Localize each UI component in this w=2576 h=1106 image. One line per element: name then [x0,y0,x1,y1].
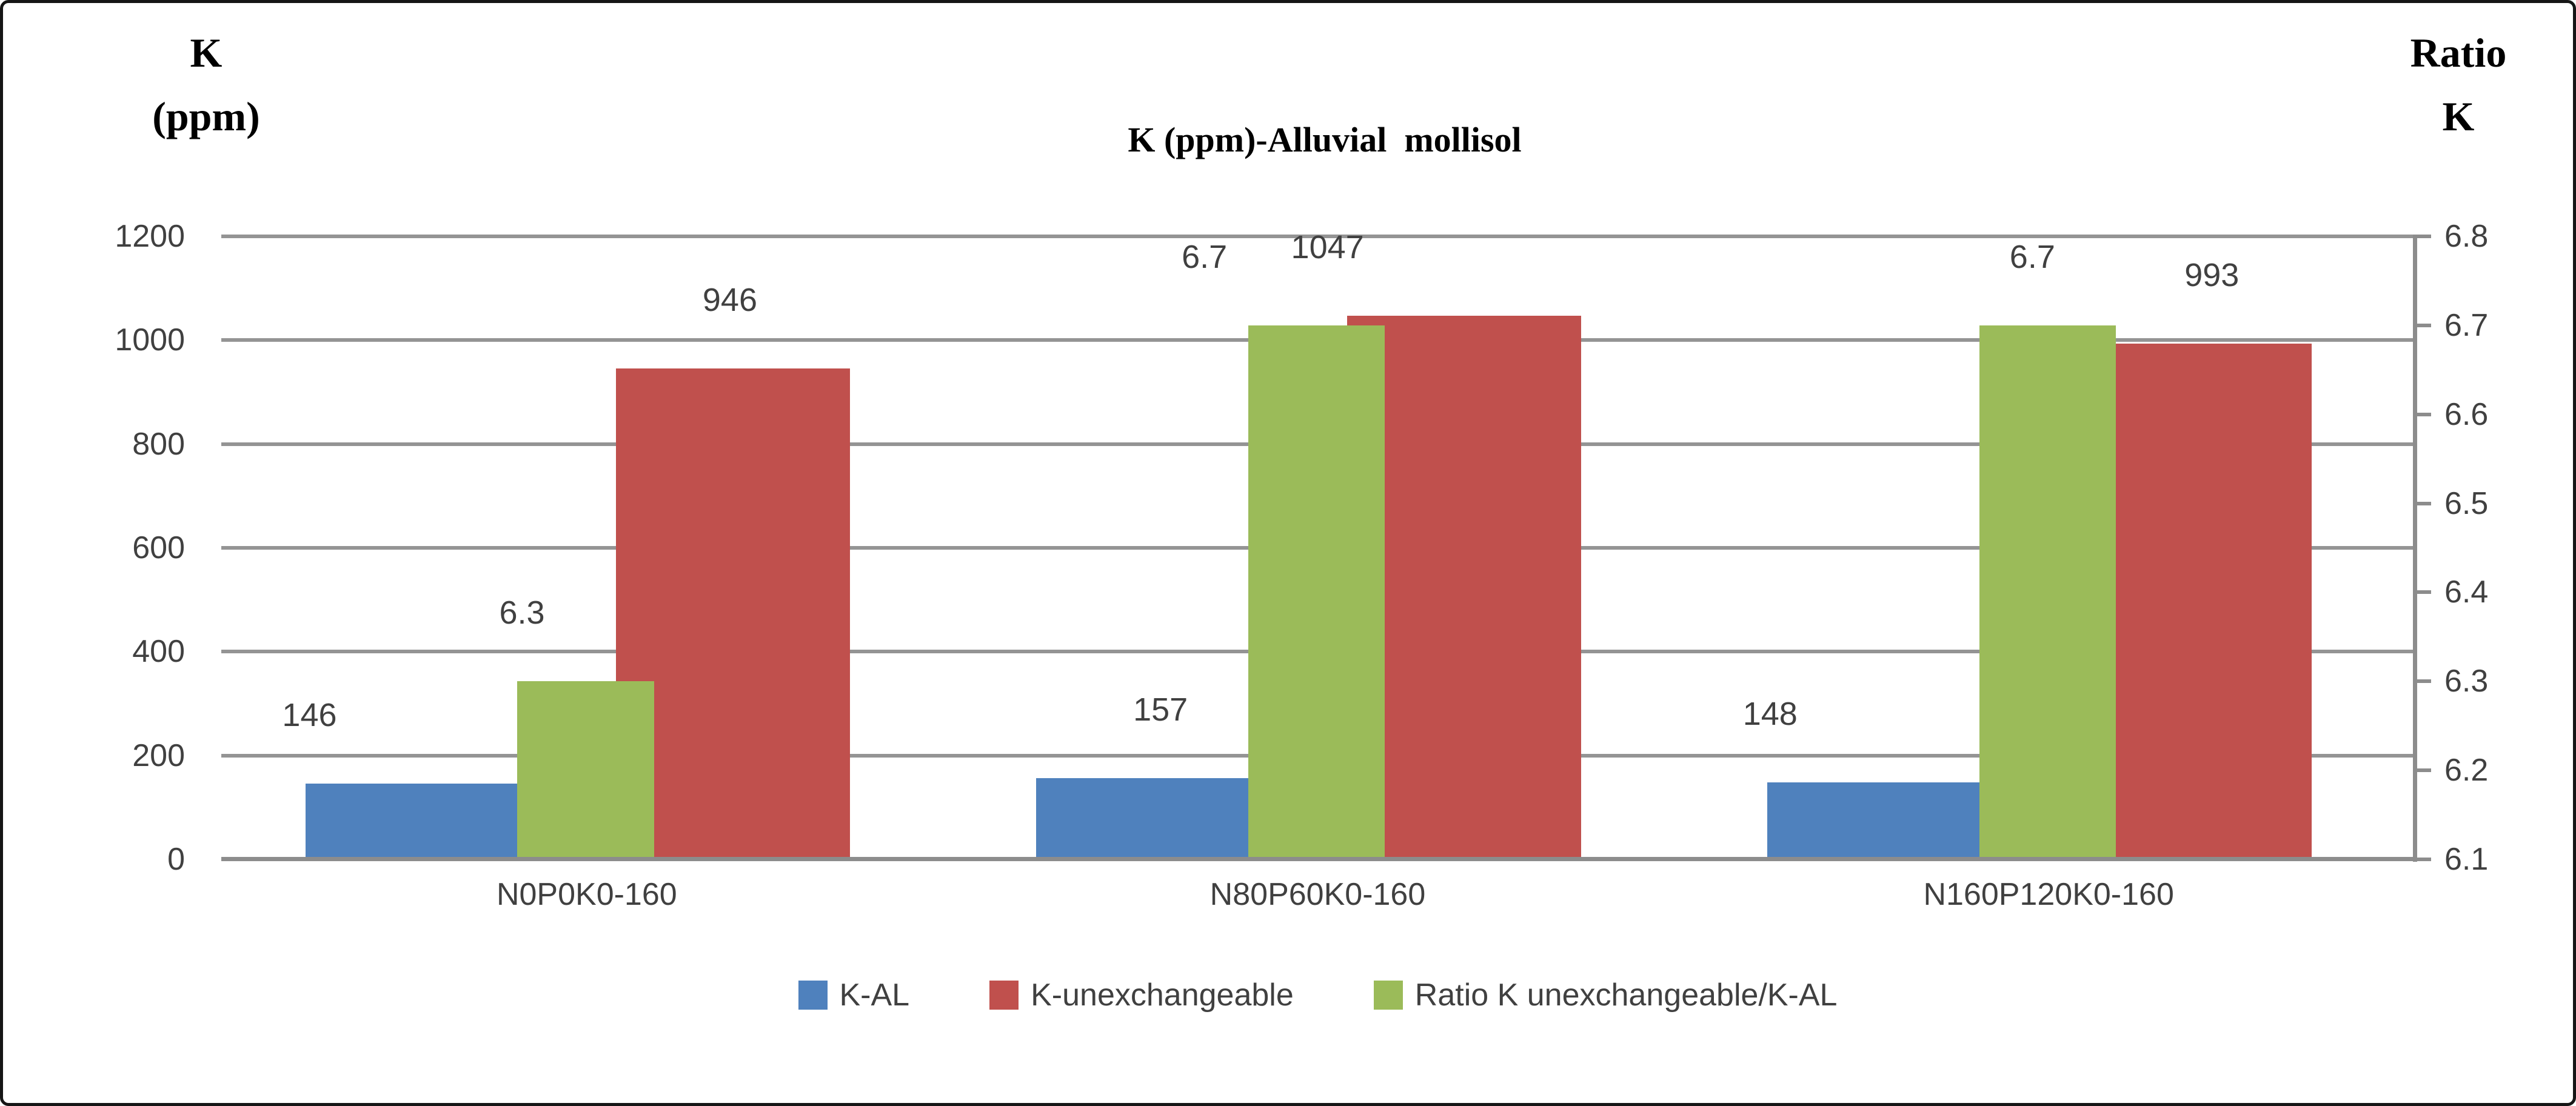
data-label: 148 [1742,696,1798,733]
bar-ratio-k-unexchangeable-k-al [517,681,654,859]
bar-k-unexchangeable [2078,344,2312,859]
legend-item: Ratio K unexchangeable/K-AL [1373,978,1838,1013]
category-label: N160P120K0-160 [1923,877,2174,912]
left-axis-tick-label: 1200 [115,219,185,254]
legend-swatch-icon [798,981,828,1010]
secondary-axis-tick [2413,412,2431,416]
legend-item: K-AL [798,978,910,1013]
data-label: 157 [1133,691,1188,728]
data-label: 146 [282,696,337,733]
right-axis-title-line2: K [2442,93,2475,140]
secondary-axis-tick [2413,679,2431,684]
data-label: 946 [702,281,758,318]
right-axis-title: Ratio K [2355,21,2561,149]
right-axis-tick-label: 6.3 [2444,664,2489,699]
data-label: 1047 [1291,229,1364,266]
legend-label: Ratio K unexchangeable/K-AL [1414,978,1838,1013]
legend-swatch-icon [1373,981,1403,1010]
data-label: 6.7 [1182,238,1228,275]
legend-label: K-AL [839,978,910,1013]
plot-area: 146 157 148 946 1047 993 6.3 6.7 6.7 [221,231,2414,861]
data-label: 6.7 [2009,238,2055,275]
secondary-axis-tick [2413,768,2431,773]
right-axis-tick-label: 6.4 [2444,575,2489,610]
right-axis-title-line1: Ratio [2410,30,2507,76]
secondary-axis-tick [2413,501,2431,505]
left-axis-tick-label: 400 [132,634,185,670]
legend-item: K-unexchangeable [989,978,1294,1013]
legend: K-AL K-unexchangeable Ratio K unexchangeab… [221,978,2414,1013]
legend-swatch-icon [989,981,1019,1010]
x-axis-line [221,857,2414,861]
bar-ratio-k-unexchangeable-k-al [1248,325,1385,859]
gridline [221,235,2414,238]
left-axis-tick-label: 200 [132,738,185,773]
secondary-axis-tick [2413,590,2431,595]
chart-title: K (ppm)-Alluvial mollisol [1128,120,1522,159]
left-axis-tick-label: 0 [167,842,185,877]
left-axis-tick-label: 600 [132,530,185,565]
category-label: N0P0K0-160 [496,877,677,912]
left-axis-tick-label: 1000 [115,322,185,358]
bar-k-al [1767,782,1979,859]
right-axis-tick-label: 6.7 [2444,307,2489,343]
category-label: N80P60K0-160 [1209,877,1426,912]
right-axis-tick-label: 6.8 [2444,219,2489,254]
bar-k-al [305,783,518,859]
bar-k-al [1036,778,1248,859]
legend-label: K-unexchangeable [1031,978,1294,1013]
data-label: 993 [2184,257,2240,294]
right-axis-tick-label: 6.5 [2444,485,2489,521]
right-axis-tick-label: 6.1 [2444,842,2489,877]
left-axis-title: K (ppm) [91,21,321,149]
data-label: 6.3 [499,595,545,631]
secondary-axis-tick [2413,323,2431,327]
bar-k-unexchangeable [1347,316,1581,859]
bar-k-unexchangeable [616,368,850,859]
secondary-axis-tick [2413,235,2431,238]
secondary-axis-line [2413,236,2417,862]
secondary-axis-tick [2413,858,2431,861]
right-axis-tick-label: 6.2 [2444,753,2489,788]
bar-ratio-k-unexchangeable-k-al [1979,325,2116,859]
left-axis-title-line2: (ppm) [152,93,260,140]
left-axis-title-line1: K [190,30,222,76]
left-axis-tick-label: 800 [132,426,185,462]
right-axis-tick-label: 6.6 [2444,396,2489,432]
